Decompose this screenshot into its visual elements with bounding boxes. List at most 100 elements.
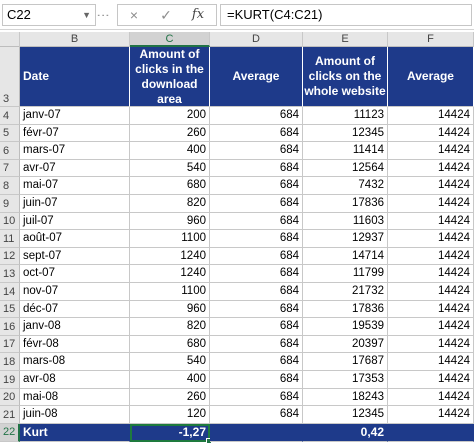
average-download-cell[interactable]: 684	[210, 248, 303, 265]
average-download-cell[interactable]: 684	[210, 301, 303, 318]
row-header[interactable]: 4	[0, 107, 20, 125]
select-all-corner[interactable]	[0, 32, 20, 47]
average-website-cell[interactable]: 14424	[388, 265, 474, 283]
clicks-website-cell[interactable]: 14714	[303, 248, 388, 265]
average-website-cell[interactable]: 14424	[388, 195, 474, 213]
row-header[interactable]: 6	[0, 142, 20, 160]
clicks-download-cell[interactable]: 400	[130, 371, 210, 389]
clicks-download-cell[interactable]: 1100	[130, 230, 210, 248]
clicks-website-cell[interactable]: 12345	[303, 406, 388, 424]
header-average-website[interactable]: Average	[388, 47, 474, 107]
average-website-cell[interactable]: 14424	[388, 318, 474, 336]
clicks-download-cell[interactable]: 120	[130, 406, 210, 424]
row-header[interactable]: 12	[0, 248, 20, 265]
header-average-download[interactable]: Average	[210, 47, 303, 107]
average-website-cell[interactable]: 14424	[388, 353, 474, 371]
average-download-cell[interactable]: 684	[210, 230, 303, 248]
row-header[interactable]: 14	[0, 283, 20, 301]
average-website-cell[interactable]: 14424	[388, 248, 474, 265]
row-header[interactable]: 8	[0, 177, 20, 195]
date-cell[interactable]: avr-08	[20, 371, 130, 389]
clicks-website-cell[interactable]: 7432	[303, 177, 388, 195]
more-options-icon[interactable]: ⋮	[96, 8, 111, 22]
clicks-website-cell[interactable]: 12937	[303, 230, 388, 248]
clicks-download-cell[interactable]: 260	[130, 125, 210, 142]
kurt-average-download-cell[interactable]	[210, 424, 303, 442]
clicks-website-cell[interactable]: 21732	[303, 283, 388, 301]
average-website-cell[interactable]: 14424	[388, 230, 474, 248]
average-website-cell[interactable]: 14424	[388, 371, 474, 389]
column-header-b[interactable]: B	[20, 32, 130, 47]
row-header-3[interactable]: 3	[0, 47, 20, 107]
formula-input[interactable]: =KURT(C4:C21)	[220, 4, 472, 26]
clicks-website-cell[interactable]: 18243	[303, 389, 388, 406]
clicks-website-cell[interactable]: 17687	[303, 353, 388, 371]
name-box[interactable]: C22 ▼	[2, 4, 96, 26]
average-website-cell[interactable]: 14424	[388, 125, 474, 142]
row-header[interactable]: 9	[0, 195, 20, 213]
clicks-download-cell[interactable]: 260	[130, 389, 210, 406]
header-clicks-website[interactable]: Amount of clicks on the whole website	[303, 47, 388, 107]
column-header-c[interactable]: C	[130, 32, 210, 47]
clicks-download-cell[interactable]: 680	[130, 336, 210, 353]
row-header[interactable]: 13	[0, 265, 20, 283]
cancel-icon[interactable]: ×	[129, 7, 139, 23]
chevron-down-icon[interactable]: ▼	[82, 10, 91, 20]
average-website-cell[interactable]: 14424	[388, 177, 474, 195]
date-cell[interactable]: mai-08	[20, 389, 130, 406]
clicks-download-cell[interactable]: 820	[130, 195, 210, 213]
kurt-average-website-cell[interactable]	[388, 424, 474, 442]
date-cell[interactable]: mai-07	[20, 177, 130, 195]
clicks-download-cell[interactable]: 1240	[130, 248, 210, 265]
clicks-download-cell[interactable]: 1240	[130, 265, 210, 283]
clicks-website-cell[interactable]: 11123	[303, 107, 388, 125]
average-download-cell[interactable]: 684	[210, 160, 303, 177]
date-cell[interactable]: mars-08	[20, 353, 130, 371]
average-download-cell[interactable]: 684	[210, 406, 303, 424]
average-download-cell[interactable]: 684	[210, 318, 303, 336]
average-website-cell[interactable]: 14424	[388, 336, 474, 353]
column-header-f[interactable]: F	[388, 32, 474, 47]
header-clicks-download[interactable]: Amount of clicks in the download area	[130, 47, 210, 107]
clicks-download-cell[interactable]: 820	[130, 318, 210, 336]
average-download-cell[interactable]: 684	[210, 107, 303, 125]
average-download-cell[interactable]: 684	[210, 125, 303, 142]
average-website-cell[interactable]: 14424	[388, 389, 474, 406]
row-header[interactable]: 18	[0, 353, 20, 371]
average-download-cell[interactable]: 684	[210, 371, 303, 389]
average-website-cell[interactable]: 14424	[388, 406, 474, 424]
date-cell[interactable]: avr-07	[20, 160, 130, 177]
kurt-website-cell[interactable]: 0,42	[303, 424, 388, 442]
average-download-cell[interactable]: 684	[210, 195, 303, 213]
average-website-cell[interactable]: 14424	[388, 283, 474, 301]
row-header[interactable]: 17	[0, 336, 20, 353]
average-download-cell[interactable]: 684	[210, 353, 303, 371]
clicks-website-cell[interactable]: 20397	[303, 336, 388, 353]
row-header-22[interactable]: 22	[0, 424, 20, 442]
date-cell[interactable]: janv-08	[20, 318, 130, 336]
kurt-download-cell[interactable]: -1,27	[130, 424, 210, 442]
row-header[interactable]: 15	[0, 301, 20, 318]
average-website-cell[interactable]: 14424	[388, 160, 474, 177]
clicks-download-cell[interactable]: 400	[130, 142, 210, 160]
clicks-website-cell[interactable]: 17353	[303, 371, 388, 389]
row-header[interactable]: 7	[0, 160, 20, 177]
average-download-cell[interactable]: 684	[210, 177, 303, 195]
column-header-d[interactable]: D	[210, 32, 303, 47]
kurt-label[interactable]: Kurt	[20, 424, 130, 442]
average-download-cell[interactable]: 684	[210, 213, 303, 230]
date-cell[interactable]: juin-07	[20, 195, 130, 213]
date-cell[interactable]: déc-07	[20, 301, 130, 318]
average-website-cell[interactable]: 14424	[388, 213, 474, 230]
date-cell[interactable]: sept-07	[20, 248, 130, 265]
insert-function-icon[interactable]: fx	[191, 7, 205, 22]
clicks-download-cell[interactable]: 680	[130, 177, 210, 195]
clicks-website-cell[interactable]: 17836	[303, 195, 388, 213]
average-download-cell[interactable]: 684	[210, 283, 303, 301]
clicks-download-cell[interactable]: 960	[130, 301, 210, 318]
row-header[interactable]: 21	[0, 406, 20, 424]
clicks-website-cell[interactable]: 11603	[303, 213, 388, 230]
date-cell[interactable]: nov-07	[20, 283, 130, 301]
date-cell[interactable]: févr-08	[20, 336, 130, 353]
date-cell[interactable]: juil-07	[20, 213, 130, 230]
